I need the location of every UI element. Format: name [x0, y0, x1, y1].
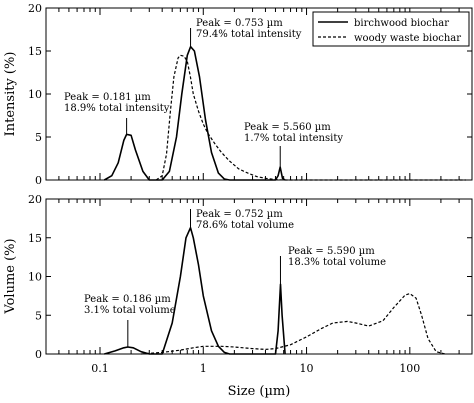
volume-peak-annotation: Peak = 5.590 µm [288, 246, 375, 257]
volume-y-axis-label: Volume (%) [3, 238, 18, 314]
volume-y-tick-label: 15 [28, 232, 42, 245]
x-axis-label: Size (µm) [228, 384, 291, 399]
intensity-y-tick-label: 15 [28, 45, 42, 58]
intensity-series-birchwood [103, 45, 286, 181]
legend: birchwood biochar woody waste biochar [312, 11, 470, 47]
intensity-x-ticks [45, 8, 473, 180]
volume-peak-annotation: 78.6% total volume [196, 220, 294, 231]
volume-peak-annotation: Peak = 0.752 µm [196, 209, 283, 220]
intensity-peak-annotation: 79.4% total intensity [196, 29, 302, 40]
volume-peak-annotation: Peak = 0.186 µm [84, 294, 171, 305]
legend-label-woody-waste: woody waste biochar [354, 33, 461, 44]
volume-x-tick-label: 10 [300, 362, 314, 375]
volume-x-tick-label: 1 [200, 362, 207, 375]
intensity-series [103, 45, 466, 181]
volume-y-tick-label: 20 [28, 193, 42, 206]
volume-series [104, 226, 446, 355]
intensity-peak-annotation: 1.7% total intensity [244, 133, 343, 144]
intensity-peak-annotation: Peak = 0.753 µm [196, 18, 283, 29]
legend-label-birchwood: birchwood biochar [354, 18, 449, 29]
volume-peak-annotation: 18.3% total volume [288, 257, 386, 268]
intensity-y-ticks: 0 5 10 15 20 [28, 2, 472, 187]
volume-y-tick-label: 10 [28, 271, 42, 284]
volume-x-tick-label: 0.1 [91, 362, 109, 375]
intensity-y-tick-label: 0 [35, 174, 42, 187]
volume-x-tick-label: 100 [399, 362, 420, 375]
intensity-peak-annotation: Peak = 0.181 µm [64, 92, 151, 103]
intensity-series-woody-waste [155, 54, 466, 181]
volume-series-woody-waste [141, 293, 446, 355]
volume-y-tick-label: 0 [35, 348, 42, 361]
intensity-y-tick-label: 20 [28, 2, 42, 15]
volume-y-ticks: 0 5 10 15 20 [28, 193, 472, 361]
volume-y-tick-label: 5 [35, 309, 42, 322]
intensity-y-axis-label: Intensity (%) [3, 52, 18, 137]
intensity-peak-annotation: Peak = 5.560 µm [244, 122, 331, 133]
legend-box [312, 11, 470, 47]
intensity-y-tick-label: 5 [35, 131, 42, 144]
intensity-peak-annotation: 18.9% total intensity [64, 103, 170, 114]
volume-series-birchwood [104, 226, 286, 355]
intensity-y-tick-label: 10 [28, 88, 42, 101]
volume-peak-annotation: 3.1% total volume [84, 305, 176, 316]
volume-panel: 0 5 10 15 20 0.1 1 10 100 Peak = 0.752 µm78.6% … [3, 193, 473, 399]
